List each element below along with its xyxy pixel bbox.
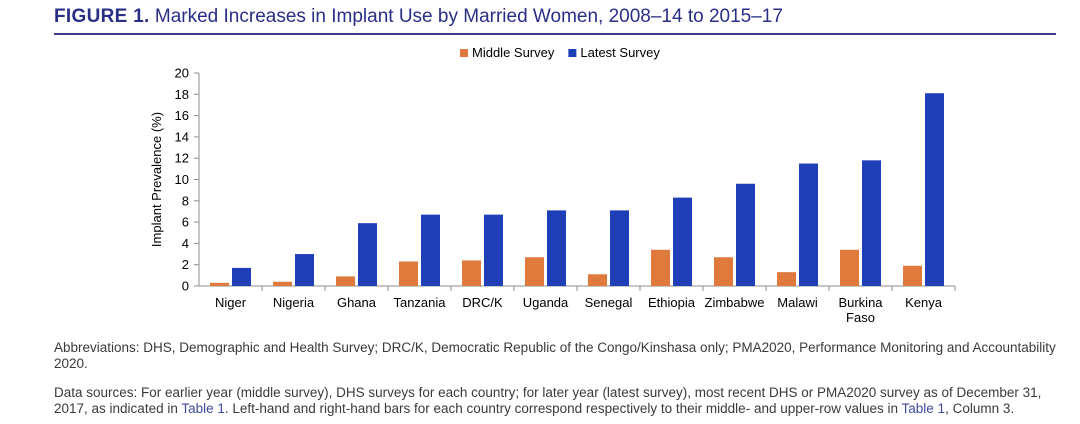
x-tick-label: Ethiopia — [648, 295, 696, 310]
x-tick-label: DRC/K — [462, 295, 503, 310]
data-sources-note: Data sources: For earlier year (middle s… — [54, 385, 1064, 417]
legend-swatch-middle — [460, 49, 468, 57]
y-tick-label: 18 — [175, 87, 189, 102]
y-tick-label: 2 — [182, 257, 189, 272]
bar-latest-survey — [421, 214, 440, 286]
y-tick-label: 14 — [175, 129, 189, 144]
bar-middle-survey — [651, 249, 670, 286]
bar-middle-survey — [903, 265, 922, 286]
x-tick-label: Ghana — [337, 295, 377, 310]
bar-latest-survey — [736, 183, 755, 286]
x-tick-label: Kenya — [905, 295, 943, 310]
bar-latest-survey — [862, 160, 881, 286]
bar-latest-survey — [673, 197, 692, 286]
table-1-link-1[interactable]: Table 1 — [181, 401, 225, 416]
x-tick-label: Malawi — [777, 295, 818, 310]
y-tick-label: 16 — [175, 108, 189, 123]
bar-latest-survey — [295, 254, 314, 286]
x-tick-label: Nigeria — [273, 295, 315, 310]
sources-text-1: Data sources: For earlier year (middle s… — [54, 385, 1042, 416]
abbreviations-note: Abbreviations: DHS, Demographic and Heal… — [54, 340, 1064, 372]
bar-middle-survey — [336, 276, 355, 286]
bar-chart: 0 2 4 6 8 10 12 14 16 18 20 Implant Prevalence (%) N… — [149, 45, 956, 325]
y-tick-label: 4 — [182, 236, 189, 251]
y-tick-label: 8 — [182, 193, 189, 208]
bar-middle-survey — [714, 257, 733, 286]
sources-text-2: . Left-hand and right-hand bars for each… — [224, 401, 902, 416]
bar-latest-survey — [358, 223, 377, 286]
y-tick-label: 20 — [175, 66, 189, 81]
bar-middle-survey — [525, 257, 544, 286]
legend-label-middle: Middle Survey — [472, 45, 555, 60]
bar-middle-survey — [210, 282, 229, 286]
x-tick-label: Zimbabwe — [705, 295, 765, 310]
y-axis-label: Implant Prevalence (%) — [149, 112, 164, 247]
bar-middle-survey — [840, 249, 859, 286]
table-1-link-2[interactable]: Table 1 — [901, 401, 946, 416]
x-tick-label: Burkina — [838, 295, 883, 310]
abbreviations-text: Abbreviations: DHS, Demographic and Heal… — [54, 340, 1056, 371]
x-tick-label: Niger — [215, 295, 247, 310]
x-tick-label: Faso — [846, 310, 875, 325]
y-tick-label: 10 — [175, 172, 189, 187]
bar-middle-survey — [273, 281, 292, 286]
bar-latest-survey — [799, 163, 818, 286]
figure-caption: Marked Increases in Implant Use by Marri… — [154, 6, 783, 27]
bar-middle-survey — [588, 274, 607, 286]
y-tick-label: 12 — [175, 151, 189, 166]
x-tick-label: Senegal — [585, 295, 633, 310]
bar-middle-survey — [462, 260, 481, 286]
y-tick-label: 0 — [182, 279, 189, 294]
title-rule — [54, 33, 1056, 35]
bar-latest-survey — [484, 214, 503, 286]
bar-latest-survey — [925, 93, 944, 286]
bar-latest-survey — [610, 210, 629, 286]
bar-latest-survey — [232, 267, 251, 286]
bar-middle-survey — [777, 272, 796, 286]
figure-title: FIGURE 1. Marked Increases in Implant Us… — [54, 6, 783, 28]
sources-text-3: , Column 3. — [945, 401, 1015, 416]
legend-label-latest: Latest Survey — [580, 45, 660, 60]
bar-latest-survey — [547, 210, 566, 286]
x-tick-label: Tanzania — [393, 295, 446, 310]
bar-middle-survey — [399, 261, 418, 286]
x-tick-label: Uganda — [523, 295, 569, 310]
legend-swatch-latest — [568, 49, 577, 57]
figure-number: FIGURE 1. — [54, 6, 150, 27]
y-tick-label: 6 — [182, 215, 189, 230]
